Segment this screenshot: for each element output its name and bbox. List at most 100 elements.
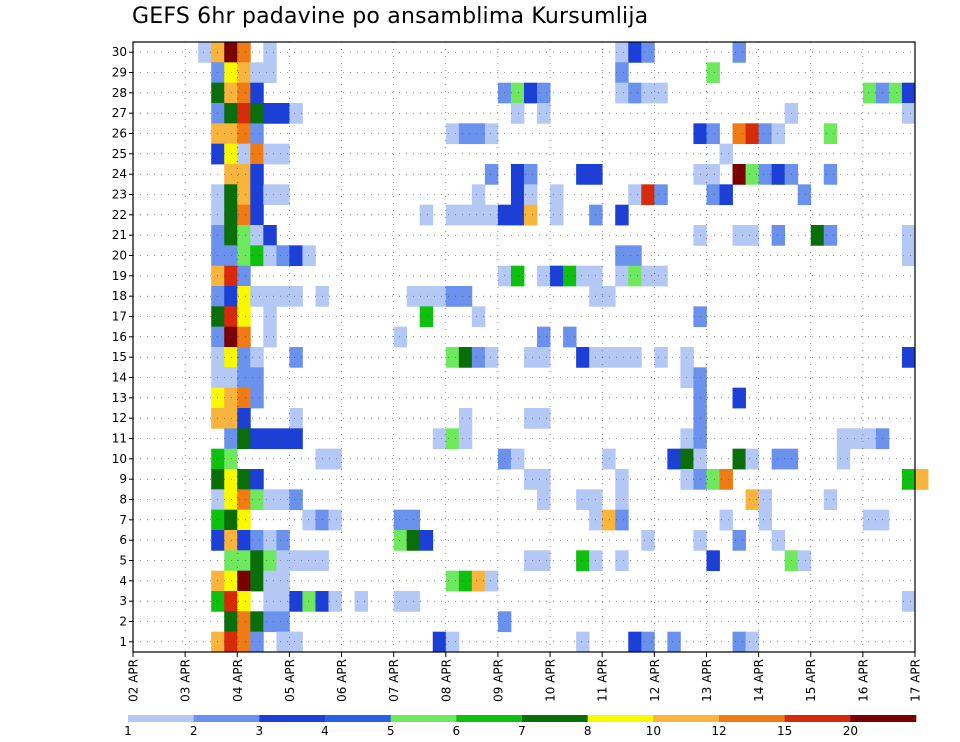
heatmap-cell [901,225,916,246]
heatmap-cell [745,489,759,511]
heatmap-cell [484,164,499,185]
heatmap-cell [224,570,238,592]
x-tick-label: 13 APR [700,659,714,702]
colorbar-swatch [653,715,720,722]
heatmap-cell [641,184,655,206]
heatmap-cell [576,265,590,287]
heatmap-cell [458,204,473,226]
heatmap-cell [224,82,238,104]
y-tick-label: 14 [112,371,127,385]
heatmap-cell [771,123,786,145]
heatmap-cell [237,631,251,653]
heatmap-cell [901,245,916,267]
heatmap-cell [458,123,473,145]
heatmap-cell [237,387,251,409]
heatmap-cell [250,469,264,490]
heatmap-cell [680,469,694,490]
heatmap-cell [550,265,564,287]
heatmap-cell [250,103,264,124]
y-tick-label: 13 [112,391,127,405]
heatmap-cell [276,611,290,633]
heatmap-cell [732,225,746,246]
y-tick-label: 18 [112,289,127,303]
heatmap-cell [862,82,877,104]
heatmap-cell [224,42,238,63]
heatmap-cell [628,245,642,267]
heatmap-cell [510,204,525,226]
heatmap-cell [615,550,629,572]
heatmap-cell [615,204,629,226]
y-tick-label: 20 [112,249,127,263]
heatmap-cell [524,469,538,490]
heatmap-cell [484,347,499,368]
heatmap-cell [602,286,616,307]
heatmap-cell [615,489,629,511]
heatmap-cell [654,347,668,368]
y-tick-label: 10 [112,452,127,466]
heatmap-cell [250,62,264,84]
heatmap-cell [680,428,694,450]
heatmap-cell [224,408,238,429]
heatmap-cell [224,509,238,531]
heatmap-cell [563,265,577,287]
heatmap-cell [602,509,616,531]
heatmap-cell [289,103,303,124]
heatmap-cell [563,326,577,348]
heatmap-cell [510,184,525,206]
heatmap-cell [237,143,251,165]
colorbar-swatch [390,715,457,722]
heatmap-cell [250,82,264,104]
heatmap-cell [550,184,564,206]
heatmap-cell [302,591,316,612]
heatmap-cell [615,42,629,63]
heatmap-cell [237,42,251,63]
y-tick-label: 2 [119,615,127,629]
heatmap-cell [224,530,238,551]
heatmap-cell [250,184,264,206]
x-tick-label: 04 APR [231,659,245,702]
heatmap-cell [237,164,251,185]
heatmap-cell [484,123,499,145]
heatmap-cell [276,591,290,612]
heatmap-cell [250,347,264,368]
heatmap-cell [302,245,316,267]
heatmap-cell [224,306,238,328]
heatmap-cell [237,184,251,206]
heatmap-cell [393,509,408,531]
heatmap-cell [289,286,303,307]
x-tick-label: 17 APR [909,659,923,702]
heatmap-cell [250,367,264,389]
heatmap-cell [445,204,460,226]
heatmap-cell [445,428,460,450]
heatmap-cell [263,306,277,328]
heatmap-cell [732,631,746,653]
heatmap-cell [524,184,538,206]
heatmap-cell [797,184,812,206]
heatmap-cell [237,225,251,246]
heatmap-cell [732,448,746,470]
heatmap-cell [654,265,668,287]
heatmap-cell [719,509,733,531]
heatmap-cell [237,103,251,124]
heatmap-cell [901,469,916,490]
heatmap-cell [224,225,238,246]
colorbar-label: 5 [387,724,395,738]
heatmap-cell [849,428,864,450]
heatmap-cell [510,103,525,124]
heatmap-cell [237,530,251,551]
heatmap-cell [706,62,720,84]
heatmap-cell [471,204,486,226]
colorbar-label: 20 [843,724,858,738]
heatmap-cell [901,347,916,368]
heatmap-cell [510,82,525,104]
heatmap-cell [263,326,277,348]
y-tick-label: 3 [119,594,127,608]
colorbar-label: 15 [777,724,792,738]
heatmap-cell [615,509,629,531]
heatmap-cell [758,164,773,185]
heatmap-cell [628,42,642,63]
heatmap-cell [771,530,786,551]
heatmap-cell [576,347,590,368]
heatmap-cell [224,448,238,470]
